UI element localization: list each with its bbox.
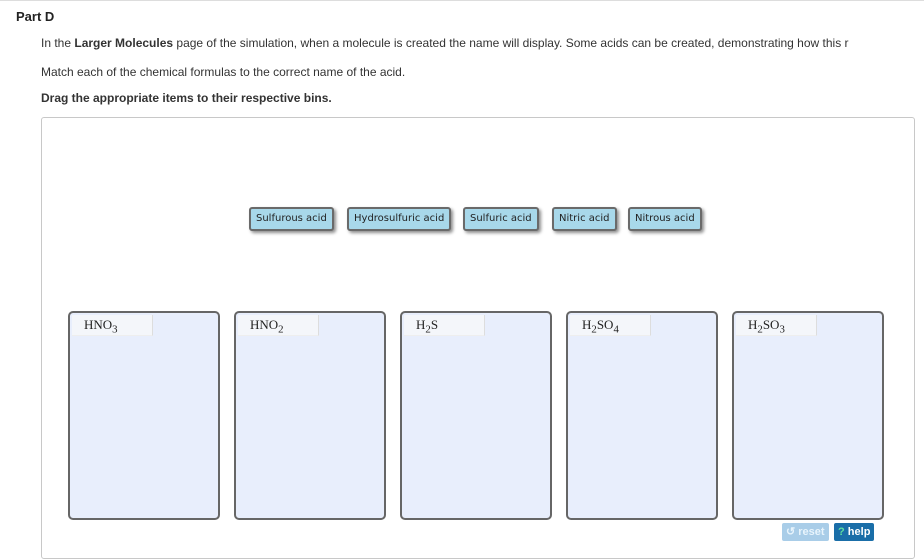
bin-h2so3[interactable]: H2SO3	[732, 311, 884, 520]
undo-icon: ↺	[786, 526, 796, 538]
help-label: help	[847, 526, 871, 538]
bin-hno2[interactable]: HNO2	[234, 311, 386, 520]
draggable-item-hydrosulfuric-acid[interactable]: Hydrosulfuric acid	[347, 207, 452, 231]
bin-label: HNO2	[238, 315, 319, 336]
draggable-item-nitrous-acid[interactable]: Nitrous acid	[628, 207, 702, 231]
bin-label: HNO3	[72, 315, 153, 336]
draggable-item-sulfuric-acid[interactable]: Sulfuric acid	[463, 207, 539, 231]
instruction-text: In the Larger Molecules page of the simu…	[41, 36, 924, 50]
help-icon: ?	[838, 526, 845, 538]
draggable-item-sulfurous-acid[interactable]: Sulfurous acid	[249, 207, 334, 231]
bin-h2s[interactable]: H2S	[400, 311, 552, 520]
bin-label: H2SO4	[570, 315, 651, 336]
draggable-item-nitric-acid[interactable]: Nitric acid	[552, 207, 617, 231]
drag-instruction: Drag the appropriate items to their resp…	[41, 91, 332, 105]
reset-button[interactable]: ↺ reset	[782, 523, 829, 541]
text: page of the simulation, when a molecule …	[173, 36, 849, 50]
bin-h2so4[interactable]: H2SO4	[566, 311, 718, 520]
text: In the	[41, 36, 75, 50]
bin-label: H2SO3	[736, 315, 817, 336]
part-title: Part D	[16, 9, 55, 24]
bin-hno3[interactable]: HNO3	[68, 311, 220, 520]
help-button[interactable]: ? help	[834, 523, 875, 541]
bin-label: H2S	[404, 315, 485, 336]
reset-label: reset	[798, 526, 825, 538]
instruction-text-2: Match each of the chemical formulas to t…	[41, 65, 406, 79]
divider	[0, 0, 924, 1]
bold-text: Larger Molecules	[74, 36, 174, 50]
